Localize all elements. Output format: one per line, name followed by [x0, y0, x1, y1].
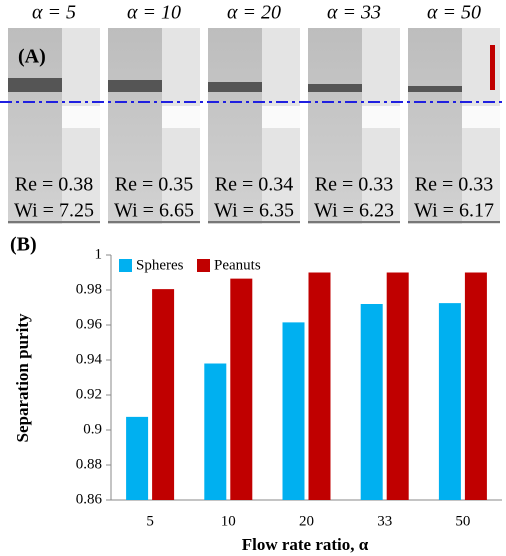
wi-label: Wi = 7.25: [14, 200, 94, 222]
particle-stream: [108, 80, 162, 92]
legend-swatch: [197, 259, 210, 272]
y-tick-label: 1: [95, 246, 103, 262]
bright-band: [62, 106, 100, 128]
bar: [152, 289, 175, 500]
y-tick-label: 0.96: [76, 316, 103, 332]
re-label: Re = 0.35: [115, 174, 194, 196]
alpha-label: α = 33: [327, 2, 381, 24]
particle-stream: [408, 86, 462, 92]
y-axis-label: Separation purity: [13, 313, 32, 442]
x-tick-label: 50: [455, 513, 470, 529]
y-tick-label: 0.98: [76, 281, 102, 297]
x-tick-label: 33: [377, 513, 392, 529]
y-tick-label: 0.92: [76, 386, 102, 402]
particle-stream: [208, 82, 262, 92]
scale-bar: [490, 45, 495, 90]
alpha-label: α = 50: [427, 2, 481, 24]
re-label: Re = 0.33: [315, 174, 394, 196]
wi-label: Wi = 6.23: [314, 200, 394, 222]
bar: [360, 304, 383, 500]
panel-label: (A): [18, 46, 46, 68]
y-tick-label: 0.94: [76, 351, 103, 367]
y-tick-label: 0.88: [76, 456, 102, 472]
bright-band: [462, 106, 500, 128]
wi-label: Wi = 6.17: [414, 200, 494, 222]
bar: [308, 272, 331, 500]
x-tick-label: 20: [299, 513, 314, 529]
y-tick-label: 0.86: [76, 491, 103, 507]
x-tick-label: 10: [221, 513, 236, 529]
bright-band: [362, 106, 400, 128]
legend-label: Spheres: [136, 257, 184, 273]
re-label: Re = 0.33: [415, 174, 494, 196]
alpha-label: α = 5: [32, 2, 76, 24]
bar: [438, 303, 461, 500]
bar: [126, 416, 149, 500]
wi-label: Wi = 6.65: [114, 200, 194, 222]
panel-label: (B): [10, 234, 37, 256]
bar: [230, 278, 253, 500]
particle-stream: [308, 84, 362, 92]
re-label: Re = 0.38: [15, 174, 94, 196]
x-tick-label: 5: [146, 513, 154, 529]
bright-band: [162, 106, 200, 128]
bar: [204, 363, 227, 500]
bar: [386, 272, 409, 500]
re-label: Re = 0.34: [215, 174, 294, 196]
y-tick-label: 0.9: [83, 421, 102, 437]
alpha-label: α = 10: [127, 2, 181, 24]
alpha-label: α = 20: [227, 2, 281, 24]
legend-label: Peanuts: [214, 257, 261, 273]
bar: [282, 322, 305, 500]
x-axis-label: Flow rate ratio, α: [242, 535, 369, 554]
wi-label: Wi = 6.35: [214, 200, 294, 222]
bright-band: [262, 106, 300, 128]
legend-swatch: [119, 259, 132, 272]
particle-stream: [8, 78, 62, 92]
bar: [464, 272, 487, 500]
